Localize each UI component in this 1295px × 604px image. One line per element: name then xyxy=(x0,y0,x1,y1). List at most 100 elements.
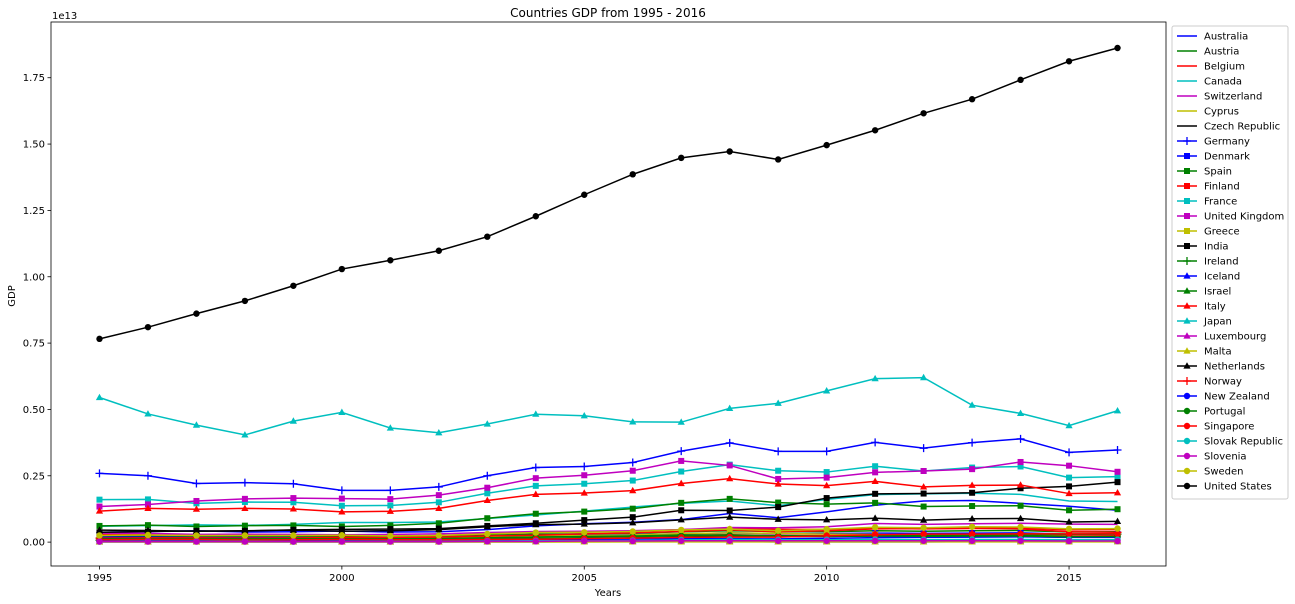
legend-entry: Norway xyxy=(1177,377,1242,388)
legend-label: Malta xyxy=(1204,347,1232,358)
data-point xyxy=(871,514,879,521)
data-point xyxy=(581,472,588,479)
data-point xyxy=(968,530,976,538)
data-point xyxy=(581,517,588,524)
legend-box xyxy=(1171,25,1289,500)
data-point xyxy=(629,171,636,178)
data-point xyxy=(968,523,976,530)
data-point xyxy=(871,524,879,531)
legend-label: Slovenia xyxy=(1204,452,1247,463)
series-line xyxy=(99,525,1118,537)
data-point xyxy=(581,529,588,536)
data-point xyxy=(1114,468,1121,475)
data-point xyxy=(95,526,104,533)
series-slovenia xyxy=(96,537,1121,545)
data-point xyxy=(531,463,540,472)
data-point xyxy=(1114,530,1121,538)
plot-frame xyxy=(50,21,1167,567)
data-point xyxy=(1017,76,1024,84)
legend-marker xyxy=(1184,228,1190,234)
legend: Australia Austria Belgium Canada Switzerland… xyxy=(1171,25,1289,500)
legend-label: Belgium xyxy=(1204,62,1245,73)
data-point xyxy=(1113,446,1122,455)
legend-marker xyxy=(1183,257,1191,265)
data-point xyxy=(144,531,152,539)
data-point xyxy=(435,492,442,499)
data-point xyxy=(920,530,927,538)
data-point xyxy=(726,507,733,514)
chart-title: Countries GDP from 1995 - 2016 xyxy=(510,6,706,20)
legend-entry: Spain xyxy=(1177,167,1232,178)
data-point xyxy=(726,495,733,502)
data-point xyxy=(532,520,540,528)
series-line xyxy=(99,527,1118,539)
data-point xyxy=(434,482,443,491)
data-point xyxy=(920,373,928,381)
data-point xyxy=(1017,530,1024,538)
data-point xyxy=(629,486,637,494)
data-point xyxy=(387,496,394,503)
legend-label: Canada xyxy=(1204,77,1242,88)
legend-marker xyxy=(1184,183,1190,189)
data-point xyxy=(1065,530,1073,538)
data-point xyxy=(1114,44,1121,52)
legend-entry: Japan xyxy=(1177,317,1232,328)
data-point xyxy=(580,412,588,419)
legend-entry: United Kingdom xyxy=(1177,212,1284,223)
data-point xyxy=(968,481,976,488)
data-point xyxy=(823,481,831,489)
data-point xyxy=(532,529,539,536)
data-point xyxy=(387,532,394,540)
data-point xyxy=(387,522,394,529)
data-point xyxy=(1114,473,1121,480)
legend-label: United Kingdom xyxy=(1204,212,1284,223)
data-point xyxy=(726,537,733,544)
data-point xyxy=(1066,483,1073,490)
legend-label: Luxembourg xyxy=(1204,332,1266,343)
legend-entry: Netherlands xyxy=(1177,362,1265,373)
data-point xyxy=(484,484,491,491)
data-point xyxy=(774,515,782,522)
legend-marker xyxy=(1184,243,1190,249)
legend-entry: Canada xyxy=(1177,77,1242,88)
legend-label: India xyxy=(1204,242,1229,253)
data-point xyxy=(823,525,830,533)
data-point xyxy=(338,508,346,515)
data-point xyxy=(629,518,637,526)
data-point xyxy=(920,490,927,497)
data-point xyxy=(483,522,491,530)
data-point xyxy=(338,532,346,539)
data-point xyxy=(1017,458,1024,465)
legend-entry: Slovak Republic xyxy=(1177,437,1283,448)
legend-marker xyxy=(1183,302,1191,309)
data-point xyxy=(241,297,249,305)
legend-marker xyxy=(1183,362,1191,369)
series-line xyxy=(99,376,1118,436)
data-point xyxy=(435,525,443,533)
x-tick-label: 2000 xyxy=(329,573,354,584)
data-point xyxy=(581,508,588,515)
legend-label: Australia xyxy=(1204,32,1248,43)
legend-marker xyxy=(1183,437,1191,445)
legend-label: Ireland xyxy=(1204,257,1239,268)
data-point xyxy=(581,537,588,545)
legend-label: Italy xyxy=(1204,302,1226,313)
legend-marker xyxy=(1184,153,1190,159)
data-point xyxy=(290,282,297,289)
data-point xyxy=(581,191,588,198)
legend-label: Portugal xyxy=(1204,407,1245,418)
data-point xyxy=(241,504,249,512)
data-point xyxy=(678,457,685,464)
data-point xyxy=(823,141,830,149)
series-line xyxy=(99,47,1118,340)
legend-entry: Ireland xyxy=(1177,257,1239,268)
data-point xyxy=(193,310,200,317)
data-point xyxy=(968,537,976,544)
legend-marker xyxy=(1183,452,1191,460)
data-point xyxy=(1017,485,1024,492)
legend-entry: Denmark xyxy=(1177,152,1250,163)
data-point xyxy=(920,483,928,490)
data-point xyxy=(289,417,297,424)
data-point xyxy=(338,527,346,534)
legend-entry: Portugal xyxy=(1177,407,1245,418)
